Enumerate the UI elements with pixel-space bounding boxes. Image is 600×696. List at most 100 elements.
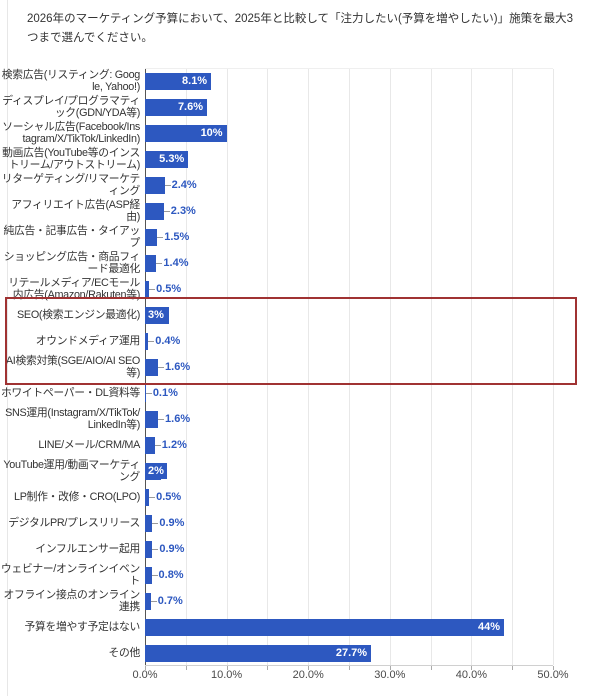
value-label-text: 0.9% bbox=[159, 517, 185, 529]
axis-tick bbox=[267, 666, 269, 670]
value-label: 2% bbox=[145, 463, 167, 479]
axis-tick bbox=[553, 666, 554, 670]
chart-row: SEO(検索エンジン最適化) 3% bbox=[0, 302, 600, 328]
axis-tick bbox=[226, 666, 228, 670]
value-label: 0.4% bbox=[148, 335, 180, 347]
gridline bbox=[226, 69, 228, 665]
axis-tick bbox=[349, 666, 350, 670]
value-label: 1.2% bbox=[154, 439, 187, 451]
chart-row: デジタルPR/プレスリリース 0.9% bbox=[0, 510, 600, 536]
bar bbox=[145, 540, 153, 558]
category-label: 検索広告(リスティング: Google, Yahoo!) bbox=[1, 68, 141, 94]
chart-row: YouTube運用/動画マーケティング 2% bbox=[0, 458, 600, 484]
annotation-stem bbox=[145, 392, 152, 394]
bar-track: 10% bbox=[145, 120, 553, 146]
category-label: デジタルPR/プレスリリース bbox=[8, 516, 140, 529]
value-label: 2.3% bbox=[163, 205, 196, 217]
annotation-stem bbox=[149, 496, 156, 498]
annotation-stem bbox=[164, 184, 171, 186]
value-label: 1.5% bbox=[157, 231, 189, 243]
bar-track: 44% bbox=[145, 614, 553, 640]
bar-track: 1.6% bbox=[145, 354, 553, 380]
axis-tick bbox=[471, 666, 473, 670]
category-label: LINE/メール/CRM/MA bbox=[38, 438, 140, 451]
bar: 44% bbox=[145, 618, 505, 636]
bar: 7.6% bbox=[145, 98, 208, 116]
category-label: ホワイトペーパー・DL資料等 bbox=[0, 386, 140, 399]
chart-row: リターゲティング/リマーケティング 2.4% bbox=[0, 172, 600, 198]
bar bbox=[145, 358, 159, 376]
axis-tick bbox=[145, 666, 146, 670]
bar bbox=[145, 280, 150, 298]
value-label-text: 0.5% bbox=[156, 491, 182, 503]
bar-track: 0.7% bbox=[145, 588, 553, 614]
axis-tick bbox=[389, 666, 391, 670]
category-label: オフライン接点のオンライン連携 bbox=[3, 588, 141, 614]
chart-row: SNS運用(Instagram/X/TikTok/LinkedIn等) 1.6% bbox=[0, 406, 600, 432]
gridline bbox=[267, 69, 269, 665]
annotation-stem bbox=[150, 600, 157, 602]
bar-track: 0.9% bbox=[145, 536, 553, 562]
value-label-text: 1.6% bbox=[165, 361, 191, 373]
value-label-text: 0.8% bbox=[158, 569, 184, 581]
gridline bbox=[553, 69, 554, 665]
value-label: 0.5% bbox=[149, 491, 181, 503]
axis-tick bbox=[308, 666, 310, 670]
bar-track: 1.5% bbox=[145, 224, 553, 250]
chart-row: アフィリエイト広告(ASP経由) 2.3% bbox=[0, 198, 600, 224]
category-label: ウェビナー/オンラインイベント bbox=[0, 562, 140, 588]
bar: 3% bbox=[145, 306, 170, 324]
chart-row: ソーシャル広告(Facebook/Instagram/X/TikTok/Link… bbox=[0, 120, 600, 146]
x-axis-label: 20.0% bbox=[292, 669, 324, 681]
bar-track: 2.4% bbox=[145, 172, 553, 198]
value-label-text: 0.9% bbox=[159, 543, 185, 555]
value-label: 0.1% bbox=[145, 387, 178, 399]
value-label: 44% bbox=[478, 621, 501, 633]
bar bbox=[145, 592, 151, 610]
value-label: 7.6% bbox=[177, 101, 204, 113]
chart-row: LINE/メール/CRM/MA 1.2% bbox=[0, 432, 600, 458]
value-label: 0.8% bbox=[151, 569, 184, 581]
bar-track: 0.5% bbox=[145, 484, 553, 510]
value-label: 1.6% bbox=[158, 361, 190, 373]
chart-row: インフルエンサー起用 0.9% bbox=[0, 536, 600, 562]
category-label: 純広告・記事広告・タイアップ bbox=[3, 224, 141, 250]
gridline bbox=[471, 69, 473, 665]
category-label: インフルエンサー起用 bbox=[35, 542, 140, 555]
gridline bbox=[185, 69, 187, 665]
chart-row: ホワイトペーパー・DL資料等 0.1% bbox=[0, 380, 600, 406]
bar-track: 0.9% bbox=[145, 510, 553, 536]
bar-track: 1.4% bbox=[145, 250, 553, 276]
category-label: ディスプレイ/プログラマティック(GDN/YDA等) bbox=[2, 94, 140, 120]
x-axis-label: 30.0% bbox=[374, 669, 406, 681]
annotation-stem bbox=[158, 366, 165, 368]
value-label: 3% bbox=[145, 307, 167, 323]
bar-track: 2.3% bbox=[145, 198, 553, 224]
category-label: リターゲティング/リマーケティング bbox=[1, 172, 141, 198]
bar bbox=[145, 228, 158, 246]
bar: 8.1% bbox=[145, 72, 212, 90]
chart-row: オフライン接点のオンライン連携 0.7% bbox=[0, 588, 600, 614]
bar: 5.3% bbox=[145, 150, 189, 168]
value-label: 2.4% bbox=[164, 179, 197, 191]
chart-row: ショッピング広告・商品フィード最適化 1.4% bbox=[0, 250, 600, 276]
gridline bbox=[430, 69, 432, 665]
bar-track: 27.7% bbox=[145, 640, 553, 666]
bar bbox=[145, 202, 164, 220]
annotation-stem bbox=[152, 522, 159, 524]
bar: 2% bbox=[145, 462, 167, 480]
category-label: YouTube運用/動画マーケティング bbox=[3, 458, 140, 484]
chart-row: ディスプレイ/プログラマティック(GDN/YDA等) 7.6% bbox=[0, 94, 600, 120]
chart-title: 2026年のマーケティング予算において、2025年と比較して「注力したい(予算を… bbox=[27, 13, 574, 44]
bar bbox=[145, 436, 155, 454]
value-label-text: 1.5% bbox=[164, 231, 190, 243]
value-label-text: 2.3% bbox=[170, 205, 196, 217]
axis-tick bbox=[185, 666, 187, 670]
category-label: SEO(検索エンジン最適化) bbox=[17, 308, 140, 321]
chart-row: 検索広告(リスティング: Google, Yahoo!) 8.1% bbox=[0, 68, 600, 94]
value-label: 0.9% bbox=[152, 543, 184, 555]
bar bbox=[145, 332, 149, 350]
value-label-text: 1.2% bbox=[161, 439, 187, 451]
bar-track: 1.2% bbox=[145, 432, 553, 458]
